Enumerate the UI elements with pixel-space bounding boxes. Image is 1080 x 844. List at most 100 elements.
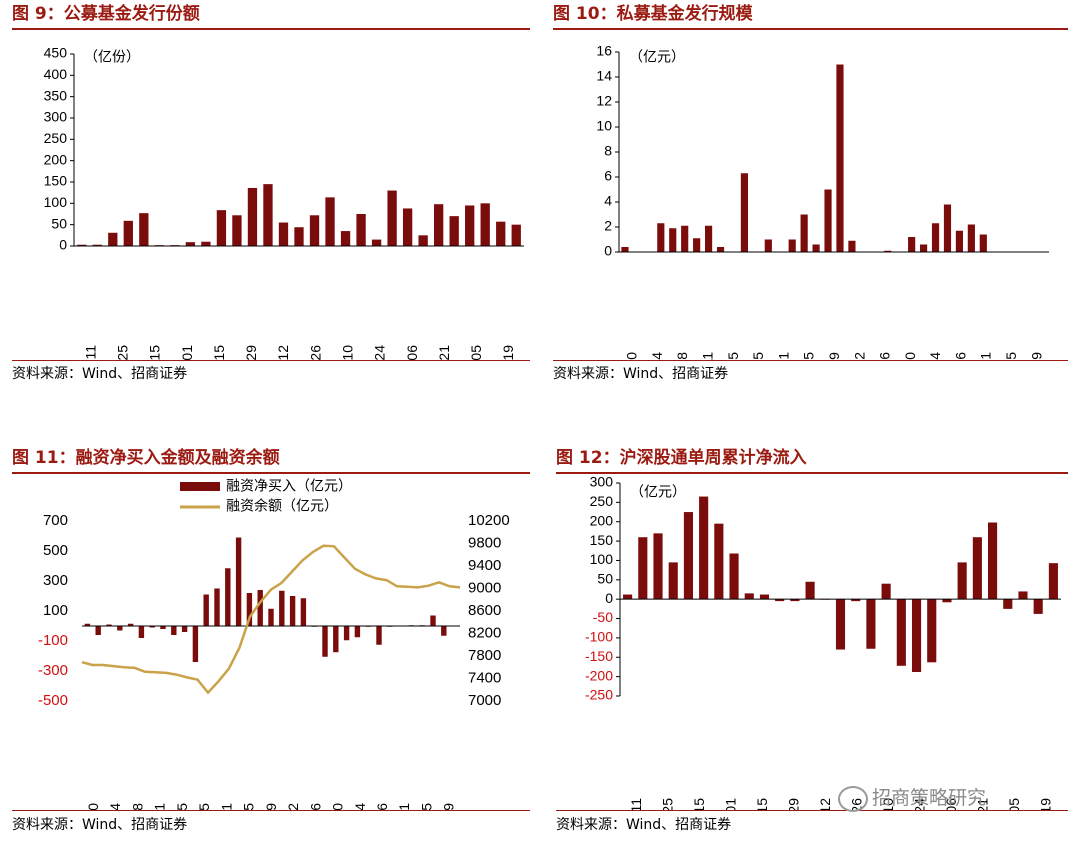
x-tick-label: 2019-04-12 [285, 803, 301, 810]
x-tick-label: 2019-03-01 [775, 352, 791, 360]
bar [729, 553, 739, 600]
bar [247, 187, 258, 246]
bar [967, 224, 975, 252]
bar [714, 523, 724, 600]
bar [300, 598, 307, 626]
bar [957, 562, 967, 600]
bar [354, 626, 361, 638]
y-tick-label-right: 9400 [468, 557, 501, 574]
series-line [81, 544, 461, 695]
bar [376, 626, 382, 645]
bar [1018, 591, 1028, 600]
y-tick-label: 0 [605, 590, 613, 606]
x-tick-label: 2019-06-06 [404, 345, 420, 360]
bar [127, 623, 134, 626]
y-tick-label: 100 [44, 194, 68, 210]
bar [171, 626, 177, 635]
y-tick-label: 10 [596, 118, 612, 134]
title-rule [12, 28, 530, 30]
bar [884, 250, 892, 252]
x-tick-label: 2019-03-01 [723, 798, 739, 810]
unit-label: （亿份） [84, 49, 140, 65]
bar [693, 238, 701, 252]
x-tick-label: 2019-06-21 [975, 798, 991, 810]
y-tick-label: 6 [604, 168, 612, 184]
bar [744, 593, 754, 600]
bar [214, 588, 220, 626]
y-tick-label: 12 [596, 93, 612, 109]
bar [430, 615, 436, 626]
source-note: 资料来源：Wind、招商证券 [553, 366, 729, 382]
bar [848, 240, 856, 252]
y-tick-label: 300 [44, 109, 68, 125]
bar [681, 225, 689, 252]
bar [805, 581, 815, 600]
bar [920, 244, 928, 252]
bar [123, 220, 133, 246]
chart-panel-public-fund: 图 9：公募基金发行份额 0 50 100 150 200 250 300 350 400 450… [12, 0, 530, 390]
bar [263, 184, 273, 246]
x-tick-label: 2019-06-21 [978, 352, 994, 360]
bar [942, 599, 952, 603]
bar [638, 537, 648, 600]
bar [160, 626, 166, 629]
x-tick-label: 2019-05-10 [902, 352, 918, 360]
x-tick-label: 2019-06-06 [374, 803, 390, 810]
bar [621, 247, 629, 252]
bar [108, 232, 118, 246]
bar [294, 227, 304, 246]
bar [325, 197, 335, 246]
bar [356, 214, 366, 246]
y-tick-label: 350 [44, 87, 68, 103]
y-tick-label: 14 [596, 68, 612, 84]
y-tick-label: -200 [585, 667, 613, 683]
bar [759, 594, 770, 600]
y-tick-label-right: 8600 [468, 602, 501, 619]
x-tick-label: 2018-12-14 [649, 352, 665, 360]
y-tick-label: 50 [51, 215, 67, 231]
bar [77, 244, 87, 246]
bar [309, 215, 320, 246]
unit-label: （亿元） [629, 49, 685, 65]
bar [279, 590, 285, 626]
bar [402, 208, 413, 246]
x-tick-label: 2019-03-01 [179, 345, 195, 360]
chart-panel-connect: 图 12：沪深股通单周累计净流入 -250 -200 -150 -100 -50 0 50 1… [556, 445, 1068, 840]
x-tick-label: 2019-03-01 [218, 803, 234, 810]
bar [1033, 599, 1043, 614]
unit-label: （亿元） [630, 484, 686, 500]
bar [788, 239, 796, 252]
x-tick-label: 2019-03-29 [243, 345, 259, 360]
x-tick-label: 2019-04-26 [307, 803, 323, 810]
x-tick-label: 2019-05-10 [880, 798, 896, 810]
x-tick-label: 2019-07-05 [1006, 798, 1022, 810]
bar [278, 222, 289, 246]
bar [371, 239, 382, 246]
y-tick-label: 0 [604, 243, 612, 259]
y-tick-label-right: 10200 [468, 512, 510, 529]
x-tick-label: 2019-02-15 [691, 798, 707, 810]
legend-swatch-bar [180, 482, 220, 491]
bar [653, 533, 663, 600]
x-tick-label: 2019-01-25 [725, 352, 741, 360]
bar [117, 626, 123, 631]
bar [623, 594, 633, 600]
bar [800, 214, 808, 252]
bar [943, 204, 952, 252]
x-tick-label: 2019-03-15 [211, 345, 227, 360]
x-tick-label: 2019-01-25 [660, 798, 676, 810]
watermark-text: 招商策略研究 [872, 787, 987, 809]
x-tick-label: 2019-06-06 [952, 352, 968, 360]
source-rule [12, 810, 530, 811]
chart-title: 图 10：私募基金发行规模 [553, 4, 753, 24]
y-tick-label: -50 [593, 609, 613, 625]
bar [511, 224, 521, 246]
y-tick-label: 8 [604, 143, 612, 159]
bar [92, 244, 102, 246]
title-rule [12, 472, 530, 474]
bar [668, 562, 678, 600]
y-tick-label: -150 [585, 648, 613, 664]
bar [812, 244, 820, 252]
x-tick-label: 2019-01-11 [152, 803, 168, 810]
bar [496, 221, 506, 246]
